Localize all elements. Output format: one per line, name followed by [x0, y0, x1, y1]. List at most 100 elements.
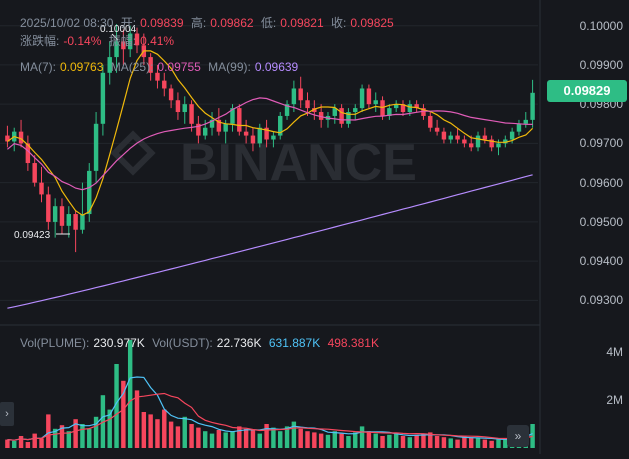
candle — [25, 135, 31, 171]
volume-bar — [32, 433, 37, 448]
candle — [66, 206, 72, 238]
volume-bar — [87, 428, 92, 448]
candles — [5, 24, 535, 253]
volume-bar — [66, 431, 72, 448]
candle — [366, 84, 372, 109]
volume-bar — [182, 416, 187, 448]
volume-bar — [482, 439, 488, 448]
vol-plume-label: Vol(PLUME): — [20, 336, 90, 350]
candle — [530, 79, 535, 128]
candle — [93, 112, 99, 183]
volume-bar — [121, 380, 126, 448]
binance-logo-icon — [110, 130, 156, 176]
amplitude-label: 振幅: — [108, 34, 137, 48]
candle — [59, 198, 65, 234]
candle — [100, 64, 106, 136]
candle — [489, 135, 494, 152]
volume-bar — [284, 426, 290, 448]
volume-bar — [373, 433, 378, 448]
volume-bar — [18, 436, 24, 448]
ma99-value: 0.09639 — [254, 60, 299, 74]
candle — [230, 104, 235, 132]
candle — [318, 104, 324, 128]
ma99-label: MA(99): — [208, 60, 251, 74]
amplitude-value: 0.41% — [140, 34, 175, 48]
volume-bar — [503, 438, 508, 448]
binance-watermark: BINANCE — [180, 134, 417, 192]
candle — [284, 100, 290, 120]
ma7-line — [7, 50, 534, 216]
candle — [162, 72, 167, 97]
candle — [312, 100, 317, 120]
volume-bar — [216, 430, 222, 448]
candle — [243, 119, 249, 144]
volume-bar — [353, 432, 358, 448]
volume-bar — [202, 431, 208, 448]
volume-bar — [257, 433, 262, 448]
candle — [155, 64, 160, 89]
candle — [107, 41, 112, 85]
candle — [5, 125, 10, 148]
candle — [448, 131, 453, 144]
volume-bar — [52, 428, 58, 448]
high-value: 0.09862 — [210, 16, 254, 30]
candle — [52, 198, 58, 238]
volume-bar — [162, 409, 167, 448]
candle — [202, 119, 208, 140]
volume-bar — [421, 433, 426, 448]
candle — [46, 186, 51, 230]
candle — [475, 131, 481, 152]
candle — [237, 104, 242, 136]
price-tick-label: 0.09700 — [579, 136, 623, 151]
candle — [400, 100, 406, 116]
price-tick-label: 0.09900 — [579, 57, 623, 72]
low-value: 0.09821 — [280, 16, 324, 30]
candle — [387, 104, 392, 120]
candle — [339, 104, 344, 128]
volume-bar — [496, 439, 501, 448]
candle — [250, 127, 256, 152]
candle — [12, 127, 17, 152]
volume-bar — [5, 439, 10, 448]
open-value: 0.09839 — [140, 16, 184, 30]
candle — [441, 127, 447, 144]
candle — [114, 24, 119, 73]
candle — [455, 127, 460, 144]
volume-bar — [407, 437, 413, 448]
candle — [346, 108, 351, 128]
volume-bar — [148, 414, 153, 448]
candle — [359, 84, 365, 113]
candle — [209, 112, 215, 136]
candle — [291, 80, 297, 113]
volume-bar — [271, 427, 276, 448]
scroll-left-button[interactable]: › — [0, 402, 14, 426]
candle — [182, 96, 187, 124]
ma25-value: 0.09755 — [157, 60, 201, 74]
ma25-label: MA(25): — [110, 60, 154, 74]
volume-bar — [468, 437, 474, 448]
ma99-line — [7, 174, 533, 309]
current-price-tag: 0.09829 — [547, 80, 627, 102]
price-tick-label: 0.09400 — [579, 254, 623, 269]
close-label: 收: — [331, 16, 347, 30]
candle — [134, 27, 140, 54]
candle — [373, 92, 378, 113]
volume-bar — [530, 424, 535, 448]
volume-bar — [73, 419, 78, 448]
scroll-to-latest-button[interactable]: » — [507, 425, 529, 447]
volume-bar — [312, 432, 317, 448]
volume-bars — [5, 340, 535, 448]
volume-bar — [475, 438, 481, 448]
volume-bar — [114, 364, 119, 448]
volume-bar — [168, 421, 174, 448]
volume-bar — [298, 428, 303, 448]
vol-ma2-value: 498.381K — [327, 336, 379, 350]
volume-tick-label: 2M — [606, 393, 623, 407]
volume-ma1-line — [7, 376, 533, 441]
candle — [80, 182, 85, 234]
low-marker: 0.09423 — [14, 230, 51, 241]
volume-bar — [250, 430, 256, 448]
volume-bar — [237, 426, 242, 448]
volume-bar — [325, 434, 331, 448]
volume-bar — [455, 439, 460, 448]
